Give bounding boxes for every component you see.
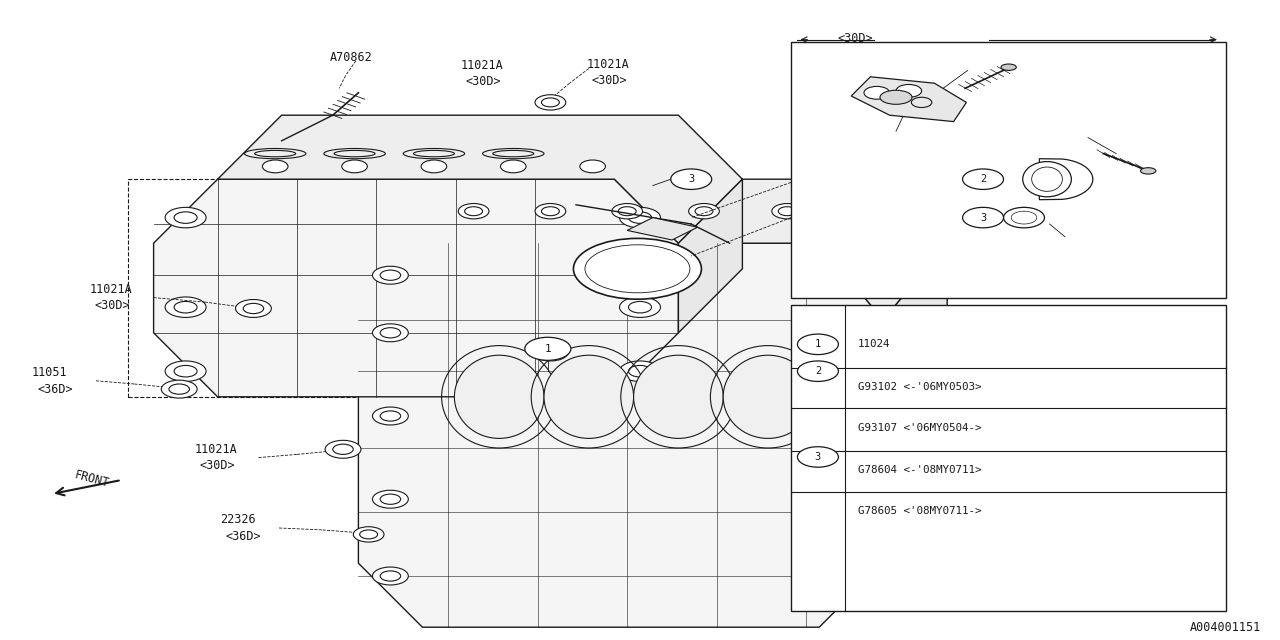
Text: <30D>: <30D> — [466, 76, 502, 88]
Polygon shape — [422, 179, 947, 320]
Circle shape — [620, 361, 660, 381]
Circle shape — [612, 204, 643, 219]
Ellipse shape — [573, 239, 701, 300]
Polygon shape — [218, 115, 742, 243]
Text: A004001151: A004001151 — [1189, 621, 1261, 634]
Circle shape — [827, 567, 863, 585]
Text: 3: 3 — [689, 174, 694, 184]
Circle shape — [372, 324, 408, 342]
Text: 11021A: 11021A — [586, 58, 628, 70]
Circle shape — [797, 361, 838, 381]
Text: 3: 3 — [815, 452, 820, 462]
Ellipse shape — [1140, 168, 1156, 174]
Ellipse shape — [544, 355, 634, 438]
Text: <36D>: <36D> — [37, 383, 73, 396]
Ellipse shape — [1001, 64, 1016, 70]
Text: 10938: 10938 — [847, 123, 883, 136]
Circle shape — [797, 334, 838, 355]
Text: A70862: A70862 — [330, 51, 372, 64]
Text: 2: 2 — [815, 366, 820, 376]
Circle shape — [827, 266, 863, 284]
Text: 2: 2 — [980, 174, 986, 184]
Text: <30D>: <30D> — [591, 74, 627, 87]
Circle shape — [342, 160, 367, 173]
Ellipse shape — [454, 355, 544, 438]
Circle shape — [580, 160, 605, 173]
Text: 11021A: 11021A — [195, 443, 237, 456]
Circle shape — [827, 490, 863, 508]
Ellipse shape — [1023, 161, 1071, 197]
Circle shape — [165, 207, 206, 228]
Circle shape — [372, 567, 408, 585]
Circle shape — [827, 407, 863, 425]
Text: 1: 1 — [815, 339, 820, 349]
Circle shape — [236, 300, 271, 317]
Circle shape — [458, 204, 489, 219]
Bar — [791, 42, 1226, 298]
Circle shape — [535, 95, 566, 110]
Text: <30D>: <30D> — [95, 300, 131, 312]
Text: 11051: 11051 — [32, 366, 68, 379]
Circle shape — [772, 204, 803, 219]
Polygon shape — [154, 179, 678, 397]
Text: 11024: 11024 — [858, 339, 890, 349]
Text: <36D>: <36D> — [225, 530, 261, 543]
Ellipse shape — [1004, 207, 1044, 228]
Circle shape — [620, 207, 660, 228]
Bar — [791, 305, 1226, 611]
Circle shape — [671, 169, 712, 189]
Text: 11093: 11093 — [996, 232, 1032, 244]
Text: 22326: 22326 — [220, 513, 256, 526]
Text: G78604 <-'08MY0711>: G78604 <-'08MY0711> — [858, 465, 980, 475]
Text: A40606: A40606 — [1011, 128, 1053, 141]
Text: 3: 3 — [980, 212, 986, 223]
Circle shape — [165, 297, 206, 317]
Text: 11021A: 11021A — [461, 59, 503, 72]
Text: <30D>: <30D> — [200, 460, 236, 472]
Circle shape — [535, 204, 566, 219]
Polygon shape — [1039, 159, 1093, 200]
Circle shape — [262, 160, 288, 173]
Circle shape — [963, 169, 1004, 189]
Ellipse shape — [634, 355, 723, 438]
Ellipse shape — [881, 90, 911, 104]
Circle shape — [372, 266, 408, 284]
Circle shape — [372, 407, 408, 425]
Text: 1: 1 — [544, 344, 552, 354]
Polygon shape — [627, 218, 698, 240]
Polygon shape — [358, 243, 883, 627]
Polygon shape — [883, 243, 947, 563]
Polygon shape — [851, 77, 966, 122]
Circle shape — [372, 490, 408, 508]
Circle shape — [689, 204, 719, 219]
Polygon shape — [678, 179, 742, 333]
Circle shape — [525, 337, 571, 360]
Circle shape — [325, 440, 361, 458]
Circle shape — [963, 207, 1004, 228]
Text: G93107 <'06MY0504->: G93107 <'06MY0504-> — [858, 422, 980, 433]
Circle shape — [421, 160, 447, 173]
Circle shape — [161, 380, 197, 398]
Text: G78605 <'08MY0711->: G78605 <'08MY0711-> — [858, 506, 980, 516]
Circle shape — [620, 297, 660, 317]
Text: G93102 <-'06MY0503>: G93102 <-'06MY0503> — [858, 381, 980, 392]
Circle shape — [827, 324, 863, 342]
Circle shape — [864, 86, 890, 99]
Circle shape — [353, 527, 384, 542]
Text: FRONT: FRONT — [73, 468, 111, 490]
Circle shape — [165, 361, 206, 381]
Circle shape — [532, 343, 568, 361]
Ellipse shape — [723, 355, 813, 438]
Circle shape — [797, 447, 838, 467]
Text: 0104S: 0104S — [922, 84, 957, 97]
Text: 11021A: 11021A — [90, 283, 132, 296]
Text: <30D>: <30D> — [837, 32, 873, 45]
Circle shape — [500, 160, 526, 173]
Circle shape — [896, 84, 922, 97]
